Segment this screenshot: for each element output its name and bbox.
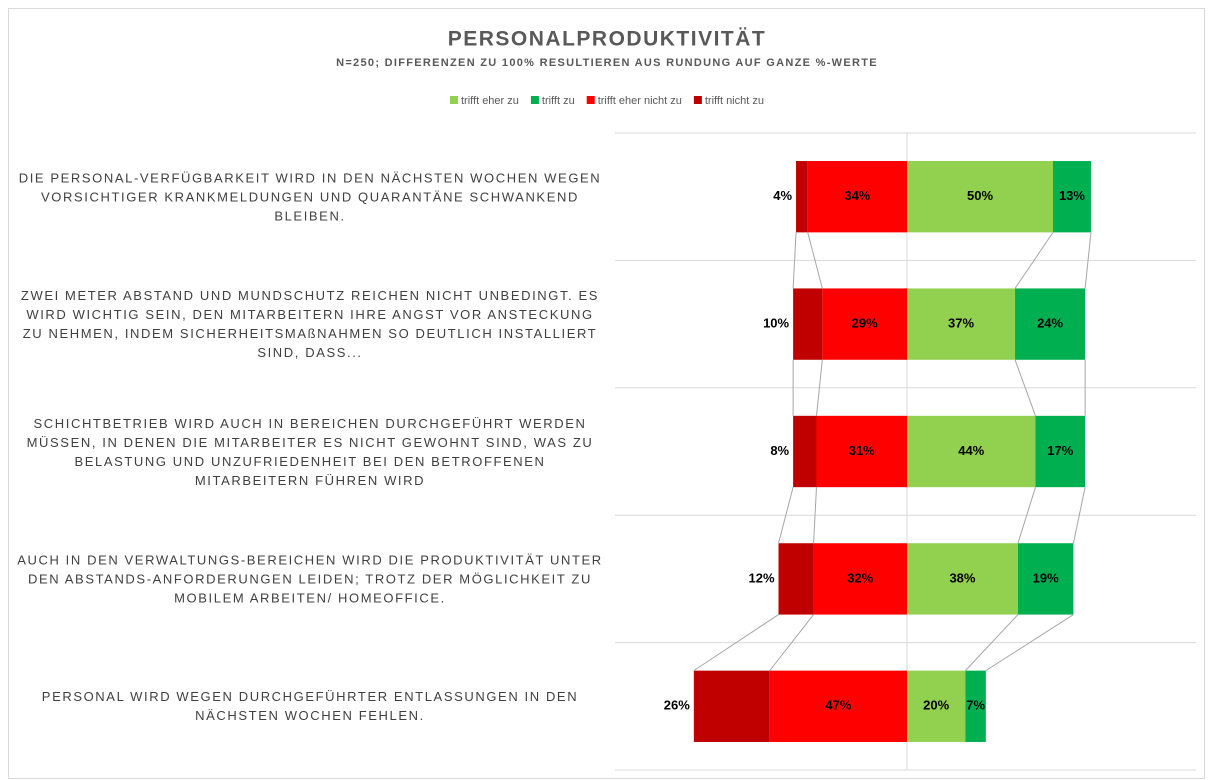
bar — [793, 415, 817, 488]
legend-swatch — [450, 96, 459, 104]
category-label: AUCH IN DEN VERWALTUNGS-BEREICHEN WIRD D… — [17, 552, 603, 606]
bar — [907, 288, 1016, 360]
value-label: 34% — [844, 188, 870, 203]
value-label: 20% — [923, 698, 949, 713]
bar — [907, 161, 1053, 233]
series-line — [792, 232, 797, 289]
value-label: 47% — [825, 698, 851, 713]
bar — [807, 161, 907, 233]
series-line — [1072, 487, 1086, 544]
value-label: 10% — [763, 316, 789, 331]
bar — [816, 415, 907, 488]
series-line — [769, 614, 814, 671]
value-label: 38% — [949, 570, 975, 585]
bar — [1035, 415, 1086, 488]
bar — [1015, 288, 1086, 360]
value-label: 8% — [770, 443, 789, 458]
bar — [769, 670, 907, 742]
value-label: 17% — [1047, 443, 1073, 458]
value-label: 32% — [847, 570, 873, 585]
bar — [907, 543, 1018, 615]
bar — [907, 415, 1036, 488]
value-label: 50% — [967, 188, 993, 203]
series-line — [1084, 232, 1092, 289]
value-label: 29% — [852, 316, 878, 331]
legend-swatch — [693, 96, 702, 104]
value-label: 4% — [773, 188, 792, 203]
series-line — [815, 359, 823, 416]
chart-title: PERSONALPRODUKTIVITÄT — [448, 28, 767, 51]
category-label: ZWEI METER ABSTAND UND MUNDSCHUTZ REICHE… — [20, 288, 600, 361]
bar — [693, 670, 770, 742]
bar — [778, 543, 814, 615]
bar — [822, 288, 907, 360]
legend-swatch — [586, 96, 595, 104]
bar — [965, 670, 986, 742]
series-line — [693, 614, 779, 672]
series-line — [778, 487, 794, 544]
chart-border — [8, 8, 1205, 779]
chart-subtitle: N=250; DIFFERENZEN ZU 100% RESULTIEREN A… — [336, 57, 878, 69]
category-label: SCHICHTBETRIEB WIRD AUCH IN BEREICHEN DU… — [26, 415, 594, 488]
bar — [813, 543, 907, 615]
value-label: 13% — [1059, 188, 1085, 203]
value-label: 7% — [966, 698, 985, 713]
category-label: DIE PERSONAL-VERFÜGBARKEIT WIRD IN DEN N… — [18, 170, 602, 224]
legend-label: trifft zu — [542, 95, 575, 107]
legend-label: trifft nicht zu — [705, 95, 764, 107]
series-line — [1017, 487, 1036, 544]
series-line — [807, 232, 823, 289]
legend-label: trifft eher zu — [461, 95, 519, 107]
category-label: PERSONAL WIRD WEGEN DURCHGEFÜHRTER ENTLA… — [41, 689, 579, 724]
value-label: 24% — [1037, 316, 1063, 331]
value-label: 31% — [849, 443, 875, 458]
value-label: 26% — [664, 698, 690, 713]
legend-swatch — [530, 96, 539, 104]
value-label: 44% — [958, 443, 984, 458]
series-line — [1014, 232, 1054, 289]
value-label: 19% — [1033, 570, 1059, 585]
legend-label: trifft eher nicht zu — [598, 95, 682, 107]
bar — [1017, 543, 1074, 615]
value-label: 12% — [748, 570, 774, 585]
series-line — [965, 614, 1019, 671]
bar — [796, 161, 808, 233]
value-label: 37% — [948, 316, 974, 331]
bar — [1053, 161, 1091, 233]
series-line — [1014, 359, 1036, 416]
bar — [907, 670, 966, 742]
series-line — [813, 487, 817, 544]
series-line — [985, 614, 1074, 672]
bar — [793, 288, 823, 360]
